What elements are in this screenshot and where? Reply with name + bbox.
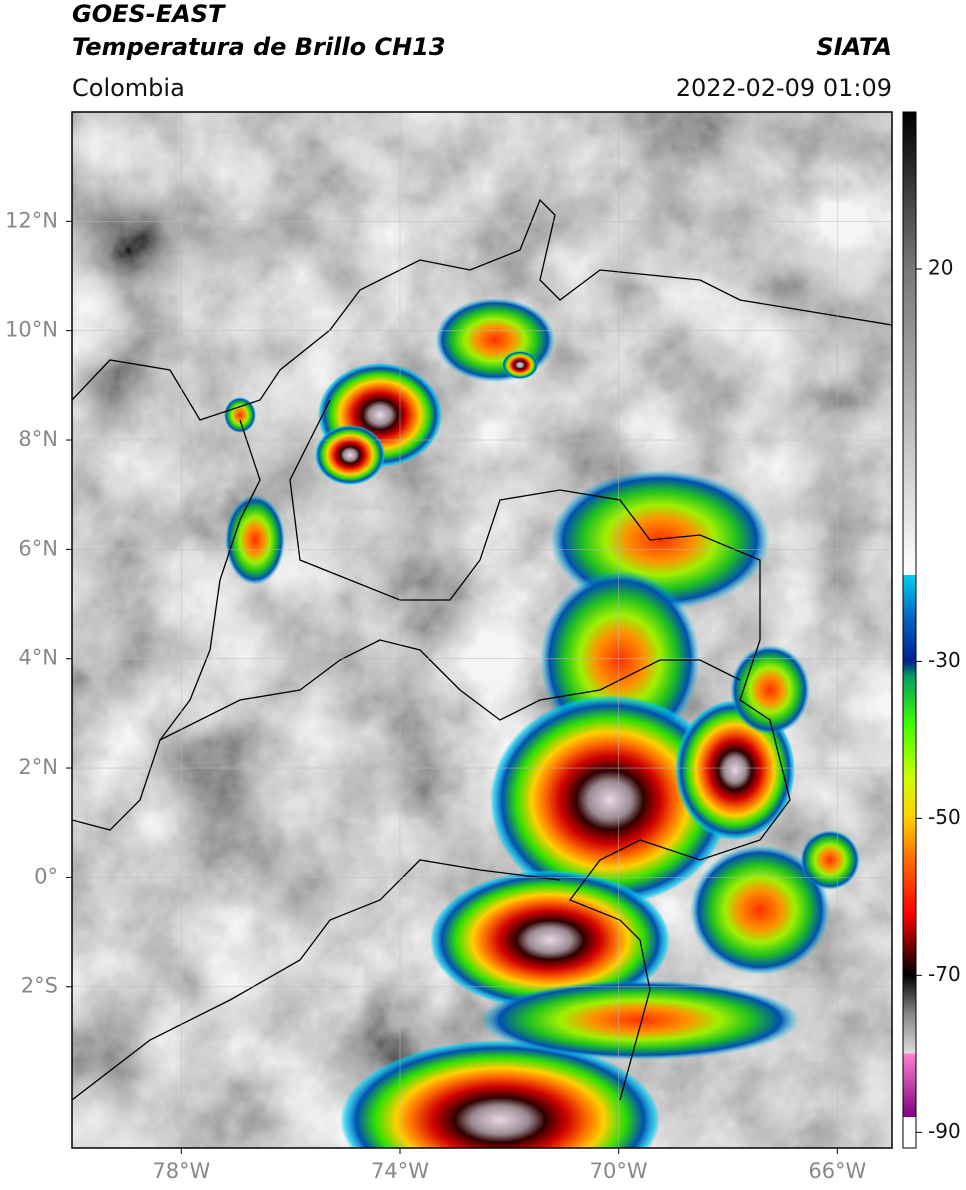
lon-tick-label: 74°W [371,1159,429,1183]
colorbar-tick-label: -50 [928,805,961,829]
lat-tick-label: 8°N [18,427,58,451]
lat-tick-label: 2°N [18,755,58,779]
lon-tick-label: 78°W [152,1159,210,1183]
colorbar-tick-label: 20 [928,255,953,279]
lat-tick-label: 12°N [5,208,58,232]
lat-tick-label: 10°N [5,318,58,342]
lat-tick-label: 6°N [18,536,58,560]
lat-tick-label: 2°S [21,974,58,998]
source: SIATA [816,33,892,61]
map-frame [71,111,893,1149]
satellite-image [72,112,892,1148]
lon-tick-label: 70°W [590,1159,648,1183]
title: GOES-EAST [72,0,226,28]
timestamp: 2022-02-09 01:09 [676,74,892,102]
colorbar [902,111,917,1149]
subtitle: Temperatura de Brillo CH13 [72,33,446,61]
colorbar-tick-label: -30 [928,648,961,672]
region: Colombia [72,74,185,102]
lon-tick-label: 66°W [808,1159,866,1183]
lat-tick-label: 4°N [18,646,58,670]
colorbar-tick-label: -70 [928,962,961,986]
colorbar-tick-label: -90 [928,1119,961,1143]
lat-tick-label: 0° [34,864,58,888]
